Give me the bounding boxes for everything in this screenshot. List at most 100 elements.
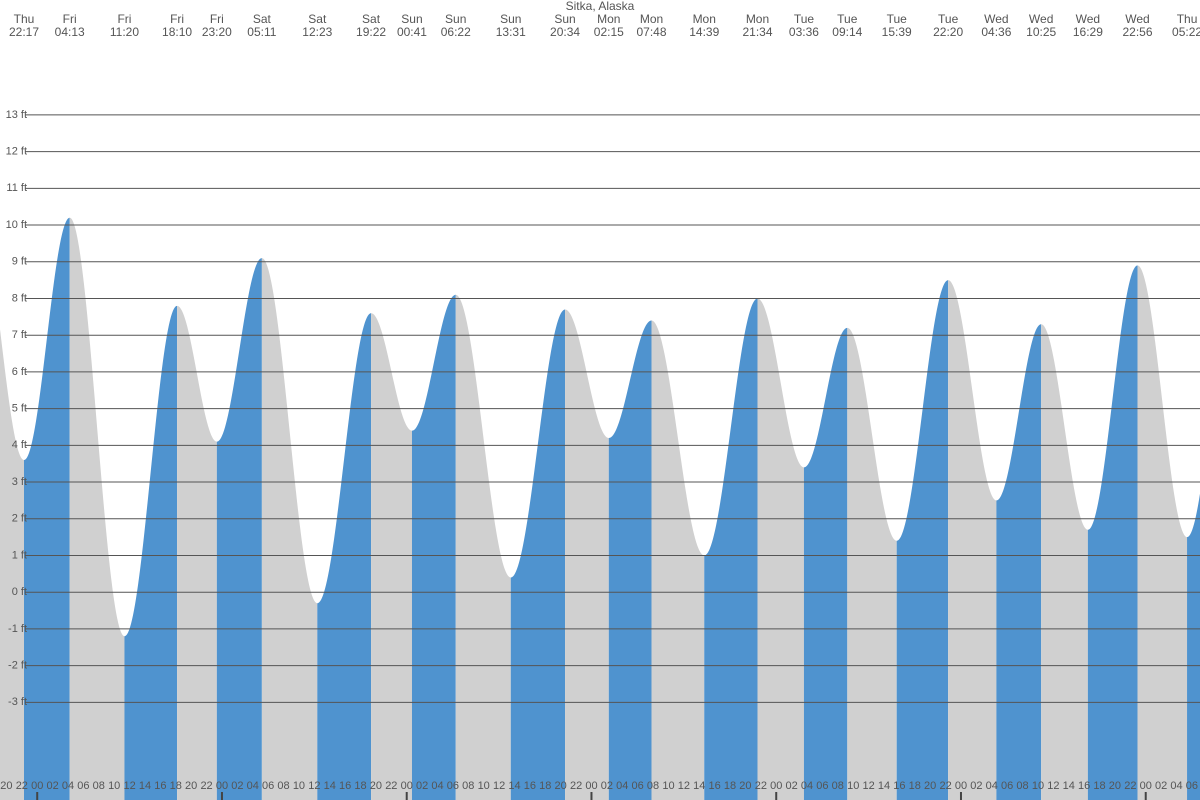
x-tick-label: 22 xyxy=(939,780,951,792)
x-tick-label: 06 xyxy=(447,780,459,792)
y-tick-label: 10 ft xyxy=(6,219,27,231)
extreme-time: 06:22 xyxy=(441,25,471,39)
x-tick-label: 10 xyxy=(662,780,674,792)
x-tick-label: 00 xyxy=(585,780,597,792)
x-tick-label: 02 xyxy=(970,780,982,792)
extreme-day: Sat xyxy=(308,12,327,26)
extreme-day: Thu xyxy=(14,12,35,26)
x-tick-label: 22 xyxy=(755,780,767,792)
x-tick-label: 12 xyxy=(308,780,320,792)
x-tick-label: 06 xyxy=(1001,780,1013,792)
y-tick-label: 7 ft xyxy=(12,329,27,341)
x-tick-label: 02 xyxy=(1155,780,1167,792)
extreme-day: Sun xyxy=(554,12,575,26)
y-tick-label: -2 ft xyxy=(8,660,27,672)
extreme-day: Sat xyxy=(362,12,381,26)
x-tick-label: 20 xyxy=(924,780,936,792)
x-tick-label: 22 xyxy=(570,780,582,792)
extreme-time: 04:13 xyxy=(55,25,85,39)
extreme-day: Fri xyxy=(117,12,131,26)
x-tick-label: 04 xyxy=(616,780,628,792)
chart-title: Sitka, Alaska xyxy=(566,0,635,13)
x-tick-label: 02 xyxy=(601,780,613,792)
extreme-day: Tue xyxy=(794,12,815,26)
extreme-day: Tue xyxy=(938,12,959,26)
x-tick-label: 18 xyxy=(724,780,736,792)
extreme-day: Sun xyxy=(500,12,521,26)
extreme-time: 13:31 xyxy=(496,25,526,39)
x-tick-label: 18 xyxy=(1093,780,1105,792)
extreme-day: Mon xyxy=(597,12,620,26)
extreme-time: 15:39 xyxy=(882,25,912,39)
x-tick-label: 06 xyxy=(262,780,274,792)
x-tick-label: 00 xyxy=(770,780,782,792)
tide-area xyxy=(996,324,1042,800)
x-tick-label: 16 xyxy=(709,780,721,792)
tide-area xyxy=(261,258,318,800)
x-tick-label: 22 xyxy=(200,780,212,792)
extreme-day: Tue xyxy=(837,12,858,26)
extreme-time: 02:15 xyxy=(594,25,624,39)
x-tick-label: 16 xyxy=(893,780,905,792)
x-tick-label: 16 xyxy=(524,780,536,792)
y-tick-label: 12 ft xyxy=(6,146,27,158)
extreme-day: Wed xyxy=(1029,12,1053,26)
y-tick-label: 4 ft xyxy=(12,439,27,451)
x-tick-label: 16 xyxy=(1078,780,1090,792)
tide-area xyxy=(608,320,652,800)
x-tick-label: 04 xyxy=(986,780,998,792)
tide-area xyxy=(896,280,949,800)
x-tick-label: 10 xyxy=(293,780,305,792)
extreme-time: 12:23 xyxy=(302,25,332,39)
x-tick-label: 20 xyxy=(555,780,567,792)
y-tick-label: 9 ft xyxy=(12,256,27,268)
x-tick-label: 00 xyxy=(31,780,43,792)
extreme-time: 19:22 xyxy=(356,25,386,39)
x-tick-label: 12 xyxy=(1047,780,1059,792)
x-tick-label: 00 xyxy=(216,780,228,792)
extreme-day: Fri xyxy=(170,12,184,26)
x-tick-label: 06 xyxy=(632,780,644,792)
x-tick-label: 02 xyxy=(231,780,243,792)
x-tick-label: 08 xyxy=(647,780,659,792)
y-tick-label: 2 ft xyxy=(12,513,27,525)
y-tick-label: -1 ft xyxy=(8,623,27,635)
extreme-day: Tue xyxy=(887,12,908,26)
extreme-day: Wed xyxy=(1125,12,1149,26)
x-tick-label: 10 xyxy=(478,780,490,792)
x-tick-label: 14 xyxy=(508,780,520,792)
extreme-time: 16:29 xyxy=(1073,25,1103,39)
tide-area xyxy=(803,327,848,800)
x-tick-label: 04 xyxy=(62,780,74,792)
tide-area xyxy=(24,217,70,800)
x-tick-label: 18 xyxy=(354,780,366,792)
x-tick-label: 10 xyxy=(108,780,120,792)
x-tick-label: 00 xyxy=(955,780,967,792)
extreme-day: Thu xyxy=(1177,12,1198,26)
x-tick-label: 08 xyxy=(1016,780,1028,792)
tide-area xyxy=(565,309,609,800)
x-tick-label: 08 xyxy=(277,780,289,792)
extreme-time: 09:14 xyxy=(832,25,862,39)
tide-area xyxy=(847,327,897,800)
x-tick-label: 02 xyxy=(416,780,428,792)
tide-area xyxy=(757,298,804,800)
x-tick-label: 20 xyxy=(1109,780,1121,792)
tide-area xyxy=(651,320,705,800)
extreme-time: 14:39 xyxy=(689,25,719,39)
extreme-time: 21:34 xyxy=(742,25,772,39)
y-tick-label: 13 ft xyxy=(6,109,27,121)
x-tick-label: 14 xyxy=(693,780,705,792)
extreme-time: 00:41 xyxy=(397,25,427,39)
tide-area xyxy=(0,329,25,800)
x-tick-label: 20 xyxy=(0,780,12,792)
x-tick-label: 14 xyxy=(878,780,890,792)
y-tick-label: 0 ft xyxy=(12,586,27,598)
extreme-day: Wed xyxy=(984,12,1008,26)
x-tick-label: 16 xyxy=(339,780,351,792)
y-tick-label: 6 ft xyxy=(12,366,27,378)
x-tick-label: 16 xyxy=(154,780,166,792)
x-tick-label: 02 xyxy=(785,780,797,792)
